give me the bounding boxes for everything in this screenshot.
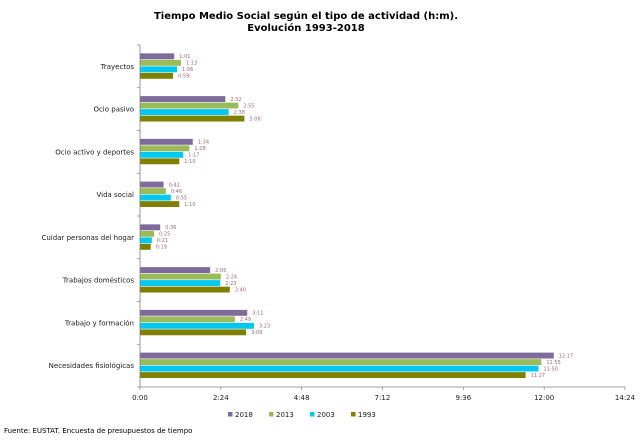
bar-1993 [140, 115, 245, 122]
x-tick-label: 7:12 [375, 394, 391, 402]
legend-label: 1993 [358, 411, 376, 419]
bar-2003 [140, 280, 221, 287]
data-label: 11:55 [546, 360, 560, 366]
bar-2018 [140, 224, 161, 231]
bar-2003 [140, 109, 229, 116]
data-label: 1:06 [182, 67, 193, 73]
bar-2013 [140, 316, 235, 323]
data-label: 0:19 [156, 245, 167, 251]
chart-title: Tiempo Medio Social según el tipo de act… [154, 10, 458, 22]
data-label: 1:10 [184, 202, 195, 208]
data-label: 1:13 [186, 61, 197, 67]
data-label: 2:05 [215, 268, 226, 274]
legend-swatch-2018 [228, 412, 233, 417]
data-label: 0:21 [157, 238, 168, 244]
data-label: 2:38 [234, 110, 245, 116]
data-labels-group: 1:011:131:060:59 2:322:552:38 3:06 1:341:28… [156, 54, 573, 379]
bar-2003 [140, 151, 184, 158]
x-tick-label: 4:48 [294, 394, 310, 402]
category-label: Trabajo y formación [64, 319, 134, 327]
category-label: Vida social [97, 191, 135, 199]
bar-2013 [140, 145, 190, 152]
data-label: 0:42 [169, 182, 180, 188]
data-label: 11:50 [544, 366, 558, 372]
legend-swatch-2003 [310, 412, 315, 417]
bar-1993 [140, 243, 151, 250]
data-label: 0:46 [171, 189, 182, 195]
category-label: Ocio activo y deportes [55, 148, 134, 156]
bar-2013 [140, 102, 239, 109]
bars-group [140, 53, 554, 379]
bar-1993 [140, 158, 180, 165]
data-label: 2:23 [225, 281, 236, 287]
bar-2003 [140, 237, 152, 244]
data-label: 2:55 [243, 103, 254, 109]
data-label: 1:34 [198, 140, 209, 146]
bar-2018 [140, 138, 193, 145]
bar-2018 [140, 352, 554, 359]
category-label: Trabajos domésticos [62, 277, 135, 285]
bar-2018 [140, 53, 175, 60]
data-label: 3:11 [252, 311, 263, 317]
data-label: 0:55 [176, 195, 187, 201]
data-label: 0:59 [178, 74, 189, 80]
data-label: 3:06 [249, 116, 260, 122]
data-label: 11:27 [531, 373, 545, 379]
legend-swatch-1993 [351, 412, 356, 417]
x-tick-label: 12:00 [534, 394, 554, 402]
data-label: 3:09 [251, 330, 262, 336]
bar-2013 [140, 230, 155, 237]
bar-2003 [140, 365, 539, 372]
bar-2018 [140, 96, 226, 103]
x-tick-label: 0:00 [132, 394, 148, 402]
bar-2013 [140, 59, 181, 66]
legend-label: 2013 [276, 411, 294, 419]
x-tick-label: 9:36 [455, 394, 471, 402]
category-label: Cuidar personas del hogar [41, 234, 134, 242]
bar-2003 [140, 322, 254, 329]
data-label: 1:01 [179, 54, 190, 60]
bar-1993 [140, 329, 247, 336]
bar-2003 [140, 194, 171, 201]
bar-1993 [140, 286, 230, 293]
legend-swatch-2013 [269, 412, 274, 417]
data-label: 2:40 [235, 287, 246, 293]
data-label: 2:24 [226, 274, 237, 280]
bar-2013 [140, 359, 542, 366]
data-label: 2:32 [230, 97, 241, 103]
data-label: 12:17 [559, 353, 573, 359]
bar-2003 [140, 66, 178, 73]
data-label: 2:49 [240, 317, 251, 323]
legend-label: 2003 [317, 411, 335, 419]
category-label: Trayectos [100, 63, 135, 71]
data-label: 0:25 [159, 232, 170, 238]
bar-2018 [140, 309, 248, 316]
bar-1993 [140, 201, 180, 208]
bar-2018 [140, 267, 211, 274]
x-tick-label: 14:24 [615, 394, 636, 402]
data-label: 1:17 [188, 153, 199, 159]
category-label: Necesidades fisiológicas [49, 362, 135, 370]
data-label: 3:23 [259, 324, 270, 330]
axes-group: Trayectos Ocio pasivo Ocio activo y deport… [41, 44, 636, 402]
legend-label: 2018 [235, 411, 253, 419]
bar-2013 [140, 188, 166, 195]
data-label: 1:10 [184, 159, 195, 165]
bar-2018 [140, 181, 164, 188]
bar-1993 [140, 372, 526, 379]
legend: 2018 2013 2003 1993 [228, 411, 376, 419]
chart-subtitle: Evolución 1993-2018 [247, 22, 364, 34]
x-tick-label: 2:24 [213, 394, 229, 402]
data-label: 1:28 [194, 146, 205, 152]
bar-2013 [140, 273, 221, 280]
source-note: Fuente: EUSTAT. Encuesta de presupuestos… [4, 427, 192, 435]
data-label: 0:36 [165, 225, 176, 231]
bar-1993 [140, 72, 174, 79]
category-label: Ocio pasivo [93, 106, 134, 114]
